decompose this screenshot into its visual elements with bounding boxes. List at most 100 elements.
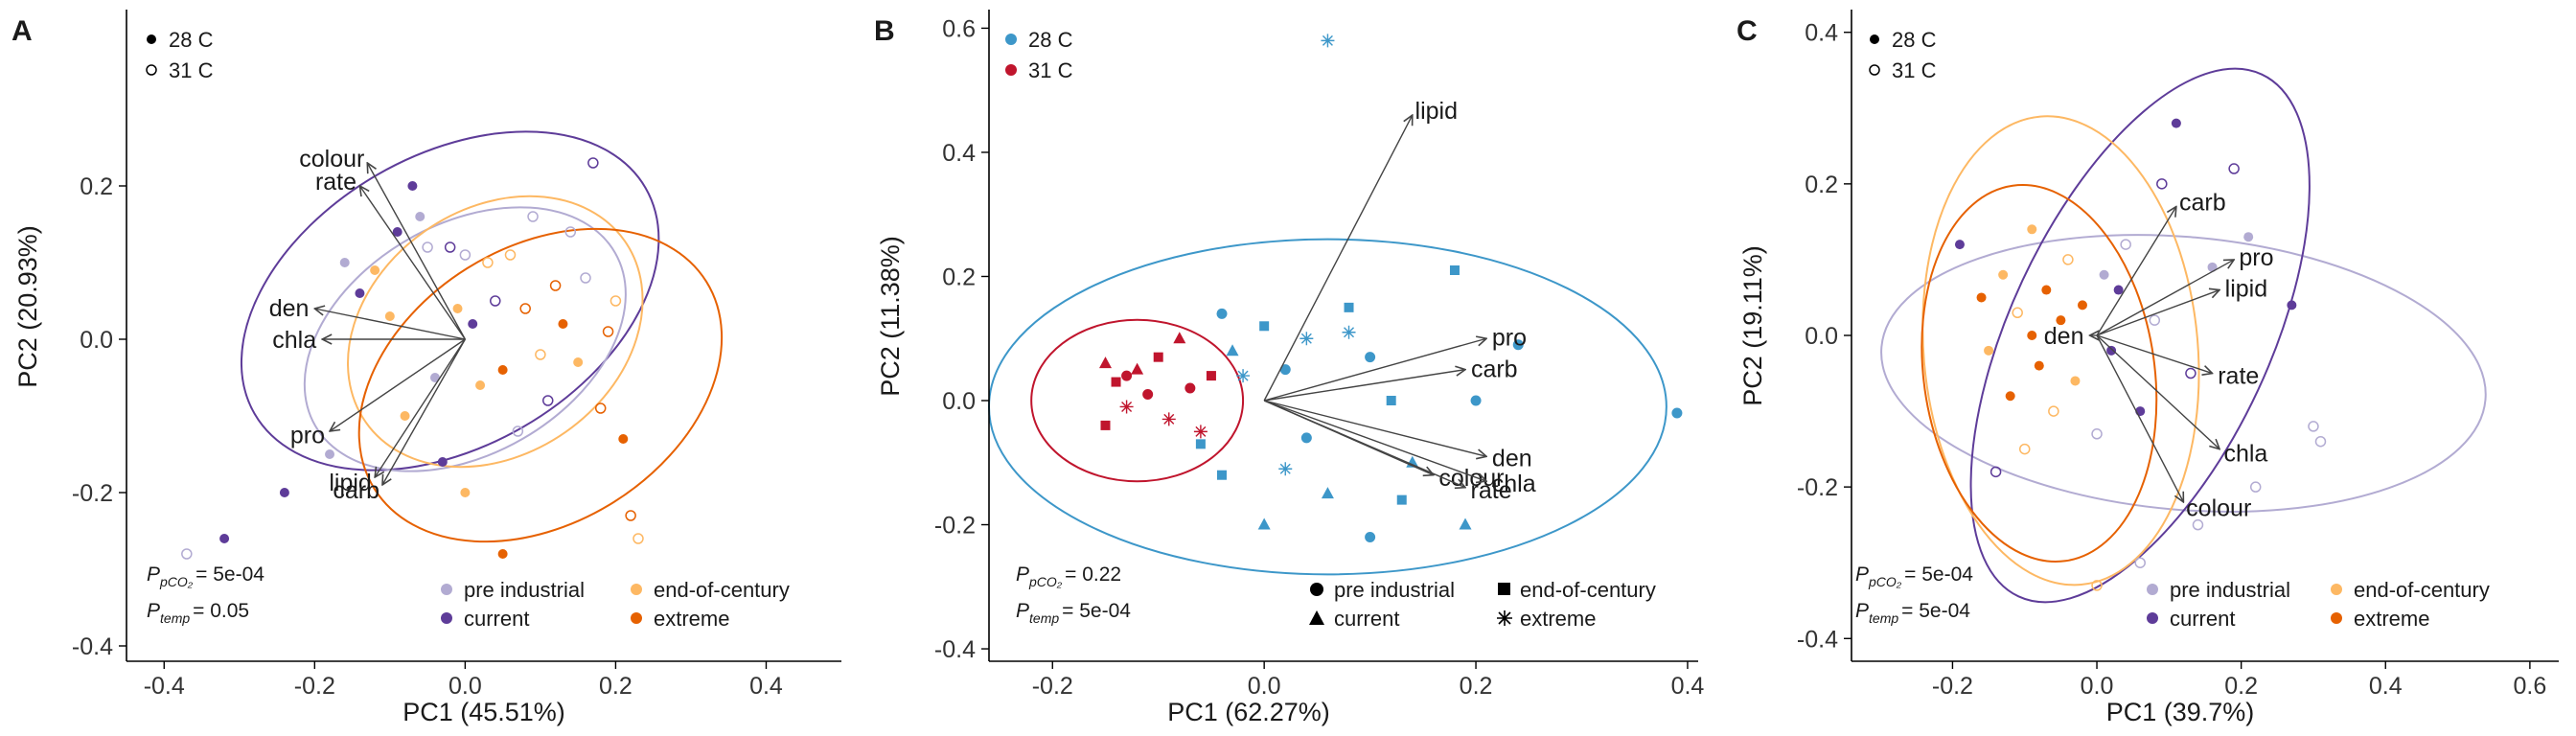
data-point (2041, 285, 2052, 295)
data-point (1119, 400, 1134, 414)
data-point (452, 304, 463, 313)
data-point (490, 295, 501, 307)
legend-symbol-pre-industrial (441, 584, 452, 595)
loading-label-chla: chla (272, 327, 316, 354)
y-tick-label: 0.2 (1805, 172, 1838, 198)
x-tick-label: 0.0 (1248, 673, 1281, 700)
data-point (1386, 396, 1396, 405)
loading-arrow-carb (2096, 207, 2176, 336)
loading-arrow-rate (359, 186, 466, 340)
loading-label-lipid: lipid (2225, 275, 2267, 302)
x-tick-label: 0.4 (2369, 673, 2403, 700)
data-point (482, 257, 494, 268)
x-tick-label: 0.2 (1460, 673, 1493, 700)
data-point (594, 402, 607, 414)
legend-symbol-28c (147, 34, 156, 44)
confidence-ellipse-extreme (357, 227, 724, 543)
data-point (475, 380, 486, 390)
confidence-ellipse-end-of-century (1921, 115, 2200, 586)
x-tick-label: 0.0 (448, 673, 482, 700)
data-point (1342, 325, 1356, 339)
data-point (2099, 269, 2109, 280)
data-point (541, 395, 554, 406)
data-point (2171, 118, 2181, 128)
data-point (384, 311, 395, 321)
data-point (422, 242, 433, 253)
y-axis-title: PC2 (19.11%) (1738, 245, 1767, 406)
loading-label-den: den (2044, 323, 2084, 350)
data-point (1236, 369, 1251, 383)
legend-symbol-current (441, 612, 452, 624)
loading-arrow-den (1263, 400, 1486, 456)
legend-label-end-of-century: end-of-century (1520, 578, 1656, 602)
p-subscript: temp (1029, 610, 1059, 626)
loading-arrow-pro (1263, 338, 1486, 402)
axes: -0.4 -0.2 0.0 0.2 0.4 -0.4 -0.2 0.0 0.2 (72, 10, 841, 700)
data-point (415, 212, 426, 221)
x-tick-label: 0.2 (2224, 673, 2258, 700)
data-point (2062, 254, 2074, 265)
data-point (1459, 518, 1472, 530)
p-value-pco2: PpCO₂ = 5e-04 (1855, 564, 1973, 589)
data-point (504, 249, 517, 261)
data-point (1976, 292, 1987, 303)
p-value-pco2: PpCO₂ = 5e-04 (147, 564, 264, 589)
legend-symbol-extreme (631, 612, 642, 624)
legend-symbol-end-of-century (2331, 584, 2342, 595)
point-layer (1098, 34, 1683, 542)
legend-symbol-31c (146, 64, 157, 76)
loading-arrow-pro (330, 338, 466, 431)
x-tick-label: 0.0 (2081, 673, 2114, 700)
loading-label-chla: chla (1492, 471, 1536, 497)
loading-label-rate: rate (2218, 362, 2259, 389)
p-value: = 0.22 (1065, 564, 1121, 586)
data-point (437, 457, 448, 467)
legend-label-extreme: extreme (1520, 607, 1596, 631)
x-tick-label: -0.2 (294, 673, 335, 700)
data-point (2156, 178, 2168, 190)
data-point (1344, 302, 1354, 312)
data-point (1206, 371, 1216, 381)
data-point (181, 548, 193, 560)
data-point (558, 319, 568, 329)
x-tick-label: 0.4 (749, 673, 783, 700)
y-tick-label: 0.4 (1805, 20, 1838, 47)
legend-label-current: current (2170, 607, 2235, 631)
legend-label-extreme: extreme (654, 607, 729, 631)
legend-label-28c: 28 C (169, 28, 214, 52)
legend-label-28c: 28 C (1028, 28, 1073, 52)
data-point (2308, 421, 2319, 432)
loading-label-lipid: lipid (329, 470, 371, 496)
legend-symbol-extreme (2331, 612, 2342, 624)
legend-label-pre-industrial: pre industrial (464, 578, 585, 602)
data-point (1300, 432, 1312, 444)
loading-arrow-rate (1263, 400, 1465, 488)
data-point (519, 303, 531, 314)
data-point (1216, 470, 1227, 480)
p-symbol: P (1855, 564, 1869, 586)
data-point (587, 157, 599, 169)
legend-label-end-of-century: end-of-century (2354, 578, 2490, 602)
loading-arrow-carb (382, 338, 466, 485)
loading-label-rate: rate (1471, 477, 1512, 504)
confidence-ellipse-temp-28 (988, 238, 1668, 576)
data-point (2287, 300, 2297, 310)
legend-label-pre-industrial: pre industrial (1334, 578, 1455, 602)
p-symbol: P (1016, 600, 1029, 622)
confidence-ellipse-pre-industrial (303, 206, 627, 472)
data-point (2120, 239, 2131, 250)
y-tick-label: 0.0 (80, 327, 113, 354)
data-point (2091, 428, 2103, 440)
y-tick-label: 0.0 (1805, 323, 1838, 350)
loading-label-chla: chla (2223, 441, 2267, 468)
legend-label-current: current (464, 607, 529, 631)
data-point (1278, 462, 1293, 476)
data-point (1193, 425, 1208, 439)
x-tick-label: -0.2 (1932, 673, 1973, 700)
data-point (618, 434, 629, 444)
loading-label-pro: pro (2239, 244, 2273, 271)
loading-label-den: den (1492, 446, 1532, 472)
data-point (573, 357, 584, 367)
y-tick-label: 0.6 (942, 15, 976, 42)
